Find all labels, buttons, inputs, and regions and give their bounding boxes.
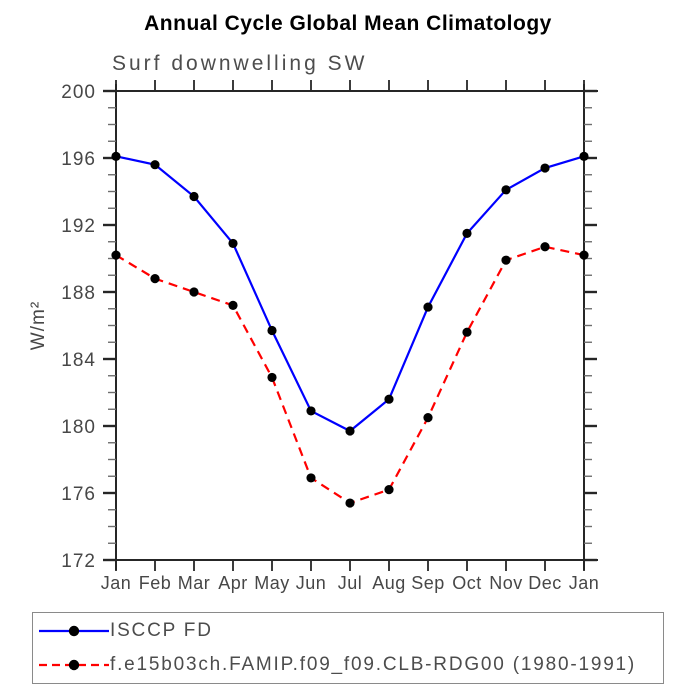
data-point-marker (462, 228, 472, 238)
chart-title: Annual Cycle Global Mean Climatology (144, 12, 552, 35)
data-point-marker (150, 160, 160, 170)
y-tick-label: 184 (61, 350, 96, 371)
y-tick-label: 176 (61, 484, 96, 505)
y-tick-label: 180 (61, 417, 96, 438)
data-point-marker (540, 242, 550, 252)
legend-item-model: f.e15b03ch.FAMIP.f09_f09.CLB-RDG00 (1980… (38, 650, 663, 680)
x-tick-label: Apr (218, 573, 248, 593)
legend-marker-dot-icon (68, 659, 80, 670)
series-line-1 (115, 245, 585, 505)
legend-label-isccp: ISCCP FD (110, 620, 213, 642)
data-point-marker (423, 302, 433, 312)
chart-subtitle: Surf downwelling SW (112, 52, 368, 75)
x-tick-label: Dec (528, 573, 562, 593)
data-point-marker (501, 185, 511, 195)
data-point-marker (306, 473, 316, 483)
data-point-marker (111, 250, 121, 260)
data-point-marker (228, 300, 238, 310)
plot-area: 172 176 180 184 188 192 196 200 Jan Feb Mar Apr May J… (28, 80, 600, 593)
x-tick-label: Jun (296, 573, 327, 593)
y-tick-label: 200 (61, 82, 96, 103)
x-tick-label: Aug (372, 573, 406, 593)
legend-line-sample-isccp (39, 626, 109, 637)
x-tick-label: May (254, 573, 290, 593)
data-point-marker (501, 255, 511, 265)
data-point-marker (384, 394, 394, 404)
x-tick-label: Mar (178, 573, 211, 593)
legend-line-sample-model (39, 659, 109, 670)
x-tick-label: Jan (569, 573, 600, 593)
data-point-marker (189, 191, 199, 202)
x-tick-label: Jan (101, 573, 132, 593)
data-point-marker (579, 250, 589, 260)
x-tick-label: Nov (489, 573, 523, 593)
legend-box: ISCCP FD f.e15b03ch.FAMIP.f09_f09.CLB-RD… (32, 612, 664, 684)
x-tick-label: Oct (452, 573, 482, 593)
data-point-marker (423, 413, 433, 423)
data-point-marker (306, 406, 316, 416)
data-point-marker (462, 327, 472, 337)
y-tick-label: 188 (61, 283, 96, 304)
y-tick-label: 192 (61, 216, 96, 237)
data-point-marker (189, 287, 199, 297)
legend-marker-dot-icon (68, 626, 80, 637)
x-tick-label: Feb (139, 573, 172, 593)
legend-item-isccp: ISCCP FD (38, 616, 663, 646)
data-point-marker (111, 151, 121, 161)
y-tick-label: 172 (61, 551, 96, 572)
data-point-marker (228, 238, 238, 249)
data-point-marker (345, 426, 355, 436)
legend-label-model: f.e15b03ch.FAMIP.f09_f09.CLB-RDG00 (1980… (110, 653, 637, 675)
x-tick-label: Jul (338, 573, 363, 593)
series-line-0 (115, 155, 585, 433)
data-point-marker (540, 163, 550, 173)
data-point-marker (267, 325, 277, 336)
y-tick-label: 196 (61, 149, 96, 170)
data-point-marker (150, 274, 160, 284)
data-point-marker (579, 151, 589, 161)
data-point-marker (384, 485, 394, 495)
data-point-marker (267, 372, 277, 383)
x-tick-label: Sep (411, 573, 445, 593)
y-axis-title: W/m² (28, 301, 49, 350)
data-point-marker (345, 498, 355, 508)
